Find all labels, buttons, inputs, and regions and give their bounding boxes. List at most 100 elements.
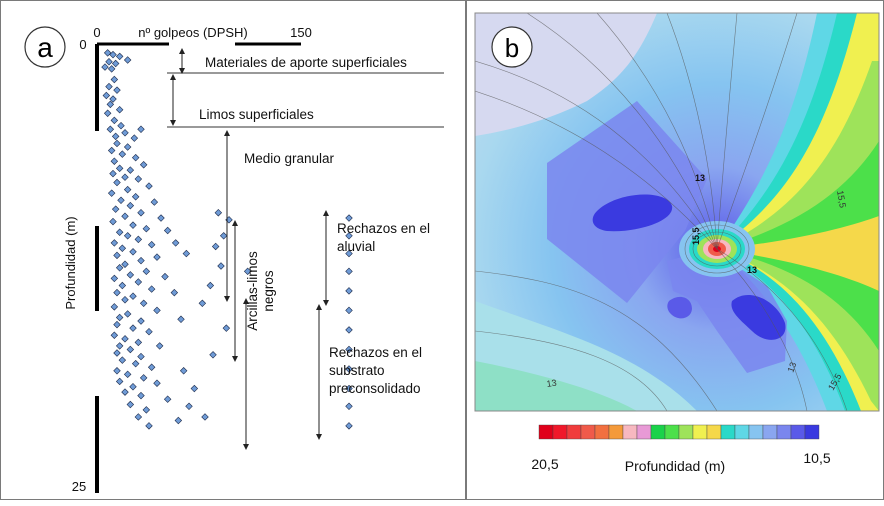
data-point xyxy=(182,249,191,258)
annotation-rechazo-substrato-line2: substrato xyxy=(329,363,385,378)
data-point xyxy=(129,292,137,300)
data-point xyxy=(131,153,140,162)
data-point xyxy=(137,125,145,133)
map-frame xyxy=(474,12,880,412)
data-point xyxy=(123,56,132,64)
data-point xyxy=(102,91,111,100)
data-point xyxy=(113,178,121,187)
data-point xyxy=(118,281,127,290)
data-point xyxy=(115,52,124,61)
data-point xyxy=(179,367,188,375)
annotation-rechazo-aluvial-line1: Rechazos en el xyxy=(337,221,430,236)
data-point xyxy=(105,58,113,66)
data-point xyxy=(107,65,116,73)
data-point xyxy=(134,278,143,286)
annotation-limos: Limos superficiales xyxy=(199,107,314,122)
data-point xyxy=(211,242,220,251)
contour-label-4: 15,5 xyxy=(835,190,848,209)
data-point xyxy=(129,248,137,256)
data-point xyxy=(137,208,145,217)
data-point xyxy=(118,150,127,158)
data-point xyxy=(101,63,109,71)
annotation-rechazo-substrato-line3: preconsolidado xyxy=(329,381,421,396)
data-point xyxy=(126,201,135,210)
data-point xyxy=(121,129,129,137)
panel-a-badge-circle xyxy=(24,26,66,68)
colorbar-swatch xyxy=(650,424,666,440)
data-point xyxy=(121,388,129,396)
colorbar-swatch xyxy=(538,424,554,440)
colorbar-swatch xyxy=(580,424,596,440)
data-point xyxy=(131,193,140,201)
data-point xyxy=(142,224,151,233)
data-point xyxy=(118,244,127,252)
data-point xyxy=(219,232,228,240)
data-point xyxy=(115,377,124,386)
data-point xyxy=(198,299,207,308)
data-point xyxy=(103,49,112,57)
data-point xyxy=(115,105,124,114)
data-point xyxy=(134,413,143,421)
data-point xyxy=(345,384,353,393)
data-point xyxy=(113,288,121,297)
annotation-medio-granular: Medio granular xyxy=(244,151,335,166)
data-point xyxy=(345,345,353,354)
colorbar-max-label: 10,5 xyxy=(803,450,830,466)
colorbar-swatch xyxy=(552,424,568,440)
data-point xyxy=(345,287,353,295)
data-point xyxy=(137,391,145,400)
data-point xyxy=(145,422,153,430)
data-point xyxy=(115,313,124,322)
data-point xyxy=(150,198,159,206)
contour-label-5: 13 xyxy=(546,378,557,389)
data-point xyxy=(109,95,117,103)
map-area: 13 15,5 13 15,5 13 13 15,5 xyxy=(475,13,879,411)
data-point xyxy=(129,324,137,332)
data-point xyxy=(110,331,119,339)
data-point xyxy=(126,271,135,279)
data-point xyxy=(109,217,117,226)
data-point xyxy=(153,253,161,261)
y-tick-min: 0 xyxy=(79,37,86,52)
colorbar-swatch xyxy=(748,424,764,440)
scatter-plot: a 0 150 nº golpeos (DPSH) 0 25 Profundid… xyxy=(24,25,444,494)
data-point xyxy=(217,262,225,270)
data-point xyxy=(115,264,124,272)
annotation-arcillas-line1: Arcillas-limos xyxy=(245,251,260,331)
data-point xyxy=(126,400,135,409)
data-point xyxy=(345,249,353,258)
x-axis-label: nº golpeos (DPSH) xyxy=(138,25,248,40)
contour-label-3: 13 xyxy=(747,265,757,275)
data-point xyxy=(123,185,132,194)
data-point xyxy=(121,212,129,220)
data-point xyxy=(110,303,119,311)
data-point xyxy=(113,367,121,375)
data-point xyxy=(107,189,116,197)
data-point xyxy=(121,335,129,343)
data-points xyxy=(101,49,353,430)
data-point xyxy=(145,182,153,190)
data-point xyxy=(117,121,125,130)
data-point xyxy=(147,363,156,371)
data-point xyxy=(139,374,148,382)
annotation-rechazo-aluvial-line2: aluvial xyxy=(337,239,375,254)
colorbar-swatch xyxy=(776,424,792,440)
data-point xyxy=(174,416,183,425)
data-point xyxy=(134,338,143,347)
colorbar-swatch xyxy=(622,424,638,440)
data-point xyxy=(109,50,117,59)
data-point xyxy=(139,161,148,169)
data-point xyxy=(345,232,353,240)
data-point xyxy=(157,214,165,222)
data-point xyxy=(107,146,116,155)
colorbar xyxy=(538,424,820,440)
data-point xyxy=(121,173,129,181)
y-axis-label: Profundidad (m) xyxy=(63,216,78,309)
data-point xyxy=(110,157,119,165)
data-point xyxy=(206,281,215,290)
data-point xyxy=(115,164,124,173)
data-point xyxy=(345,422,353,430)
data-point xyxy=(123,310,132,318)
data-point xyxy=(345,214,353,222)
data-point xyxy=(163,226,172,235)
